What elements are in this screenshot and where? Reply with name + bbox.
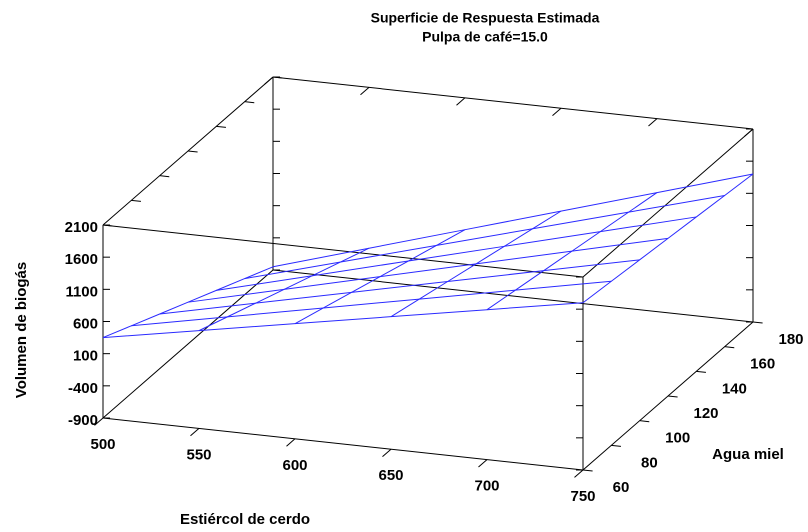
x-tick bbox=[190, 428, 200, 437]
y-axis-label: Agua miel bbox=[712, 446, 784, 463]
box-edge bbox=[582, 128, 754, 278]
surface-column bbox=[198, 247, 370, 332]
y-tick bbox=[244, 101, 255, 104]
surface-row bbox=[216, 216, 697, 291]
x-tick bbox=[94, 417, 104, 426]
x-tick bbox=[456, 97, 466, 106]
z-tick-label: 2100 bbox=[65, 219, 98, 236]
z-tick-label: 100 bbox=[73, 348, 98, 365]
x-tick-label: 650 bbox=[378, 467, 403, 484]
y-tick bbox=[696, 370, 706, 373]
x-tick bbox=[360, 87, 370, 96]
y-tick-label: 60 bbox=[613, 479, 630, 496]
x-tick bbox=[574, 469, 584, 478]
surface-column bbox=[294, 229, 466, 325]
box-edge bbox=[272, 76, 754, 130]
x-tick bbox=[648, 118, 658, 127]
box-edge bbox=[272, 269, 754, 323]
y-tick bbox=[216, 125, 226, 128]
z-axis-label: Volumen de biogás bbox=[13, 262, 30, 398]
x-tick-label: 700 bbox=[474, 478, 499, 495]
surface-row bbox=[159, 259, 640, 315]
x-tick-label: 600 bbox=[282, 457, 307, 474]
x-tick-label: 750 bbox=[570, 488, 595, 505]
x-tick bbox=[264, 76, 274, 85]
surface-column bbox=[390, 210, 562, 318]
x-tick-label: 500 bbox=[90, 436, 115, 453]
y-tick-label: 180 bbox=[778, 331, 803, 348]
surface-column bbox=[582, 173, 754, 304]
y-tick bbox=[724, 346, 735, 349]
x-tick-label: 550 bbox=[186, 446, 211, 463]
box-edge bbox=[102, 224, 584, 278]
box-edge bbox=[102, 417, 584, 471]
y-tick bbox=[752, 321, 763, 324]
y-tick-label: 160 bbox=[750, 356, 775, 373]
y-tick-label: 140 bbox=[722, 380, 747, 397]
x-tick bbox=[382, 448, 392, 457]
y-tick bbox=[159, 175, 170, 178]
x-tick bbox=[552, 107, 562, 116]
surface-row bbox=[131, 280, 612, 327]
y-tick-label: 100 bbox=[665, 430, 690, 447]
chart-title: Superficie de Respuesta Estimada bbox=[371, 10, 600, 26]
x-tick bbox=[744, 128, 754, 137]
z-tick-label: 1600 bbox=[65, 251, 98, 268]
y-tick bbox=[187, 150, 198, 153]
x-tick bbox=[478, 459, 488, 468]
z-tick-label: 1100 bbox=[65, 283, 98, 300]
y-tick-label: 120 bbox=[693, 405, 718, 422]
y-tick bbox=[611, 444, 621, 447]
y-tick bbox=[131, 199, 141, 202]
surface-row bbox=[244, 194, 725, 280]
surface-row bbox=[102, 302, 584, 339]
surface-row bbox=[272, 173, 754, 268]
surface-column bbox=[102, 266, 274, 339]
z-tick-label: -900 bbox=[68, 412, 98, 429]
z-tick-label: -400 bbox=[68, 380, 98, 397]
x-tick bbox=[286, 438, 296, 447]
x-axis-label: Estiércol de cerdo bbox=[180, 511, 310, 528]
y-tick bbox=[667, 395, 678, 398]
z-tick-label: 600 bbox=[73, 315, 98, 332]
surface-column bbox=[486, 192, 658, 311]
y-tick-label: 80 bbox=[641, 454, 658, 471]
chart-subtitle: Pulpa de café=15.0 bbox=[422, 29, 548, 45]
box-edge bbox=[102, 269, 274, 419]
y-tick bbox=[582, 469, 593, 472]
surface-row bbox=[187, 237, 669, 303]
y-tick bbox=[639, 420, 650, 423]
